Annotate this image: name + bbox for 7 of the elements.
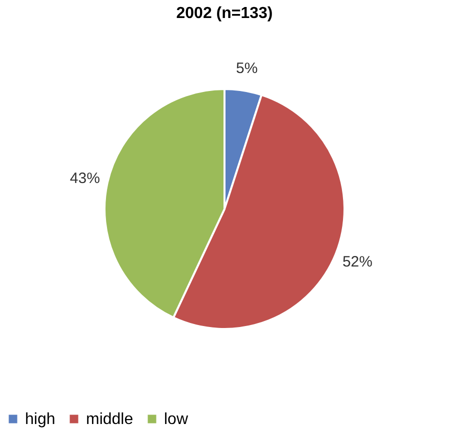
legend-label: low bbox=[164, 411, 188, 428]
data-label: 52% bbox=[342, 254, 372, 271]
chart-title: 2002 (n=133) bbox=[176, 5, 273, 22]
legend-label: middle bbox=[86, 411, 134, 428]
legend-label: high bbox=[25, 411, 56, 428]
data-label: 5% bbox=[236, 60, 258, 77]
data-label: 43% bbox=[70, 170, 100, 187]
